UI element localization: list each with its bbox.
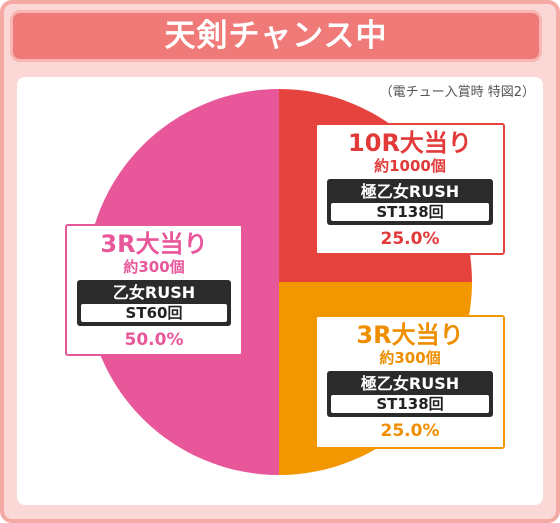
mode-label: 極乙女RUSH: [360, 182, 460, 201]
st-label: ST138回: [331, 203, 489, 221]
percent-label: 25.0%: [380, 229, 440, 249]
slice-sub: 約300個: [379, 349, 441, 367]
chart-panel: （電チュー入賞時 特図2） 10R大当り 約1000個 極乙女RUSH ST13…: [17, 77, 543, 505]
mode-badge: 極乙女RUSH ST138回: [327, 371, 493, 417]
slice-label: 3R大当り: [356, 321, 464, 349]
slice-sub: 約300個: [123, 258, 185, 276]
mode-badge: 乙女RUSH ST60回: [77, 280, 231, 326]
label-box-3r-kiwami: 3R大当り 約300個 極乙女RUSH ST138回 25.0%: [315, 315, 505, 449]
condition-note: （電チュー入賞時 特図2）: [379, 85, 535, 100]
st-label: ST138回: [331, 395, 489, 413]
chart-title: 天剣チャンス中: [10, 10, 542, 62]
percent-label: 50.0%: [124, 330, 184, 350]
percent-label: 25.0%: [380, 421, 440, 441]
label-box-3r-otome: 3R大当り 約300個 乙女RUSH ST60回 50.0%: [65, 224, 243, 356]
mode-label: 極乙女RUSH: [360, 374, 460, 393]
slice-label: 10R大当り: [348, 129, 472, 157]
slice-label: 3R大当り: [100, 230, 208, 258]
mode-label: 乙女RUSH: [112, 283, 196, 302]
mode-badge: 極乙女RUSH ST138回: [327, 179, 493, 225]
label-box-10r: 10R大当り 約1000個 極乙女RUSH ST138回 25.0%: [315, 123, 505, 255]
slice-sub: 約1000個: [374, 157, 446, 175]
st-label: ST60回: [81, 304, 227, 322]
